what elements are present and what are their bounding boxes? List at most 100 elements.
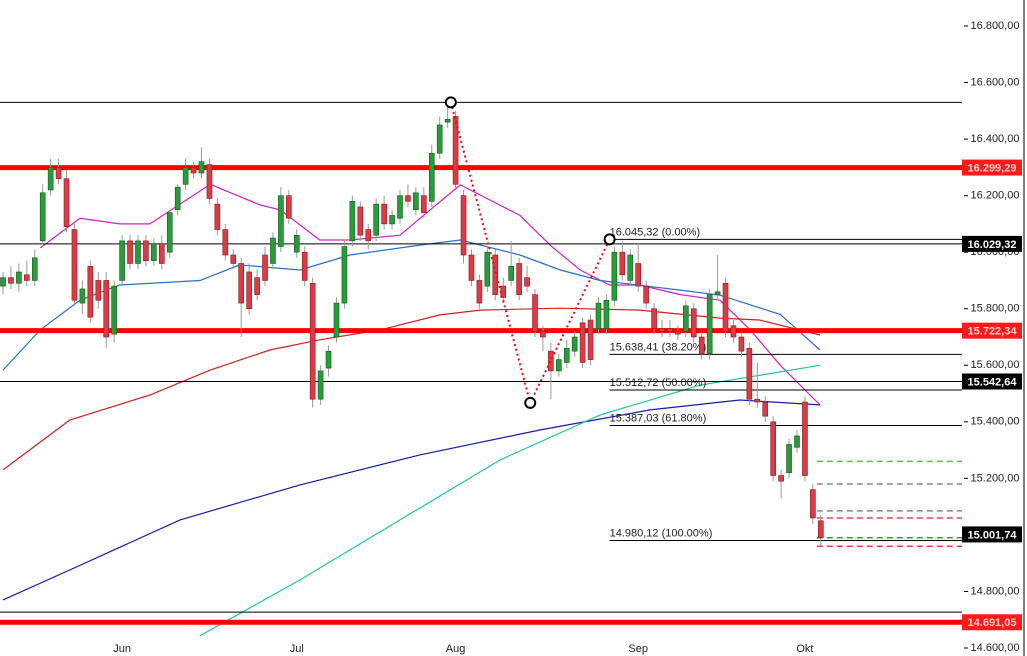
candle-body [317,370,324,400]
candle-body [230,254,237,264]
candle-body [492,254,499,295]
candle-body [627,254,634,281]
candle-body [103,280,110,338]
candle-body [143,240,149,261]
candle-body [754,398,761,403]
fib-label: 15.387,03 (61.80%) [610,412,707,424]
swing-point [524,396,537,409]
candle-body [675,331,681,335]
level-label: 15.542,64 [968,376,1018,388]
candle-body [643,285,649,304]
candle-body [540,331,546,338]
level-label: 14.691,05 [968,617,1017,629]
candle-body [325,350,332,369]
candle-body [730,325,737,338]
candle-body [555,359,562,372]
x-tick-label: Jul [290,643,304,655]
candle-body [222,229,229,256]
candle-body [381,203,387,225]
candle-body [786,444,792,474]
candle-body [24,274,30,281]
candle-body [151,243,157,261]
candle-body [532,294,538,332]
candle-body [746,348,753,400]
candle-body [309,282,316,400]
candle-body [548,350,554,372]
candle-body [778,475,784,482]
candle-body [476,280,483,304]
fib-label: 15.512,72 (50.00%) [610,377,707,389]
candle-body [818,520,824,539]
candle-body [95,280,102,301]
candle-body [0,277,6,287]
level-box [962,235,1022,252]
candle-body [683,305,689,332]
candle-body [159,243,165,264]
candle-body [55,167,62,179]
x-tick-label: Okt [796,643,813,655]
candle-body [246,271,252,310]
candle-body [802,401,808,476]
candle-body [8,277,14,284]
candle-body [389,215,395,225]
candle-body [16,271,22,284]
candle-body [524,277,530,287]
candle-body [516,263,522,295]
candle-body [762,401,769,417]
candle-body [428,152,435,202]
candle-body [301,251,308,281]
y-tick-label: 15.600,00 [971,359,1020,371]
fib-label: 16.045,32 (0.00%) [610,226,701,238]
candle-body [166,212,173,253]
candle-body [611,251,618,301]
level-box [962,614,1022,631]
candle-body [198,161,205,174]
candle-body [127,240,133,264]
level-box [962,373,1022,390]
x-tick-label: Sep [628,643,648,655]
candle-body [770,421,776,476]
level-label: 15.001,74 [968,529,1018,541]
candle-body [71,229,78,301]
candle-body [333,302,340,338]
candle-body [87,266,94,318]
level-box [962,526,1022,543]
level-box [962,159,1022,176]
candle-body [135,240,141,264]
fib-label: 14.980,12 (100.00%) [610,527,713,539]
candle-body [349,200,356,242]
candle-body [444,119,451,123]
x-tick-label: Jun [113,643,131,655]
candle-body [373,203,379,236]
candle-body [698,336,705,355]
candle-body [667,328,673,332]
candle-body [659,328,665,332]
y-tick-label: 16.600,00 [971,76,1020,88]
candle-body [31,257,38,281]
candle-body [484,251,491,287]
candle-body [39,192,46,242]
level-box [962,322,1022,339]
candle-body [452,116,459,185]
candle-body [563,348,570,363]
y-tick-label: 15.800,00 [971,303,1020,315]
candle-body [508,266,514,281]
x-tick-label: Aug [446,643,466,655]
candle-body [405,195,411,202]
candle-body [436,124,443,154]
candle-body [79,288,86,304]
candle-body [182,167,189,185]
moving-average [2,307,821,471]
candle-body [587,319,594,360]
fib-label: 15.638,41 (38.20%) [610,341,707,353]
candle-body [571,336,578,352]
candle-body [214,203,221,230]
candle-body [111,285,117,335]
y-tick-label: 14.800,00 [971,585,1020,597]
y-tick-label: 15.200,00 [971,472,1020,484]
swing-point [603,233,616,246]
candle-body [714,291,721,295]
candle-body [579,322,586,363]
candle-body [690,308,697,338]
candle-body [603,299,610,329]
